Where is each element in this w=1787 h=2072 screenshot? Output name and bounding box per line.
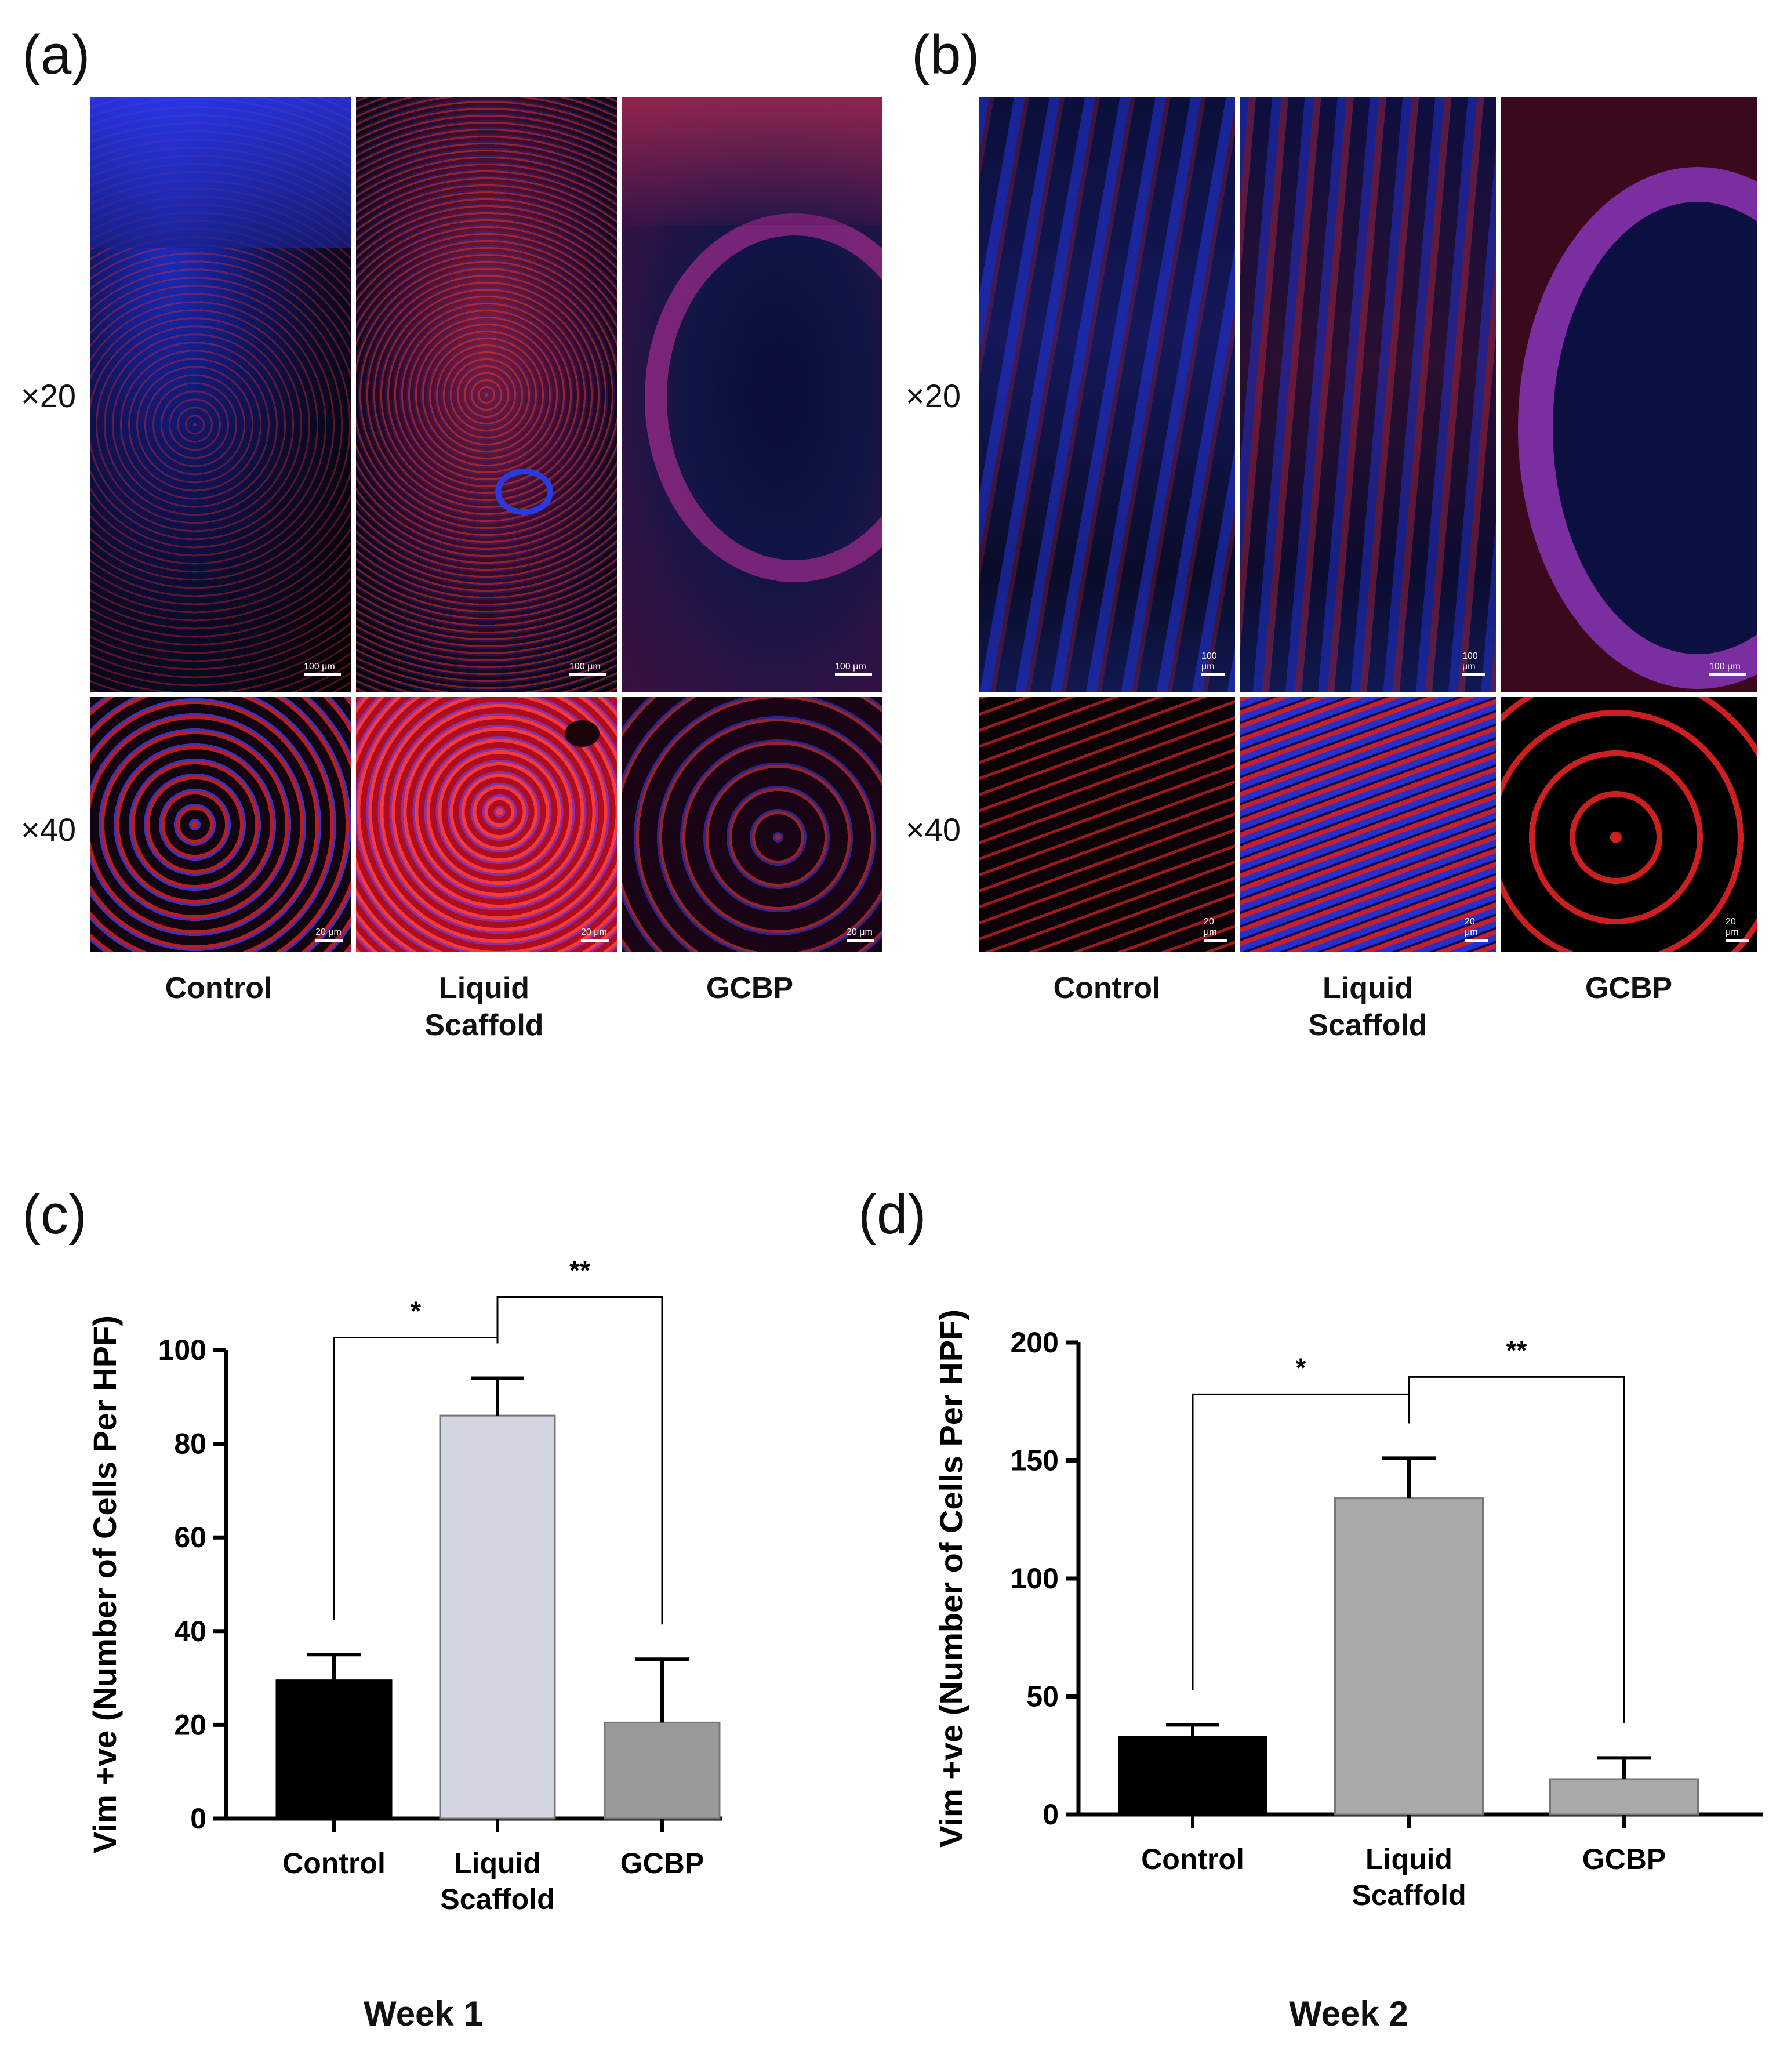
condition-label-b-liquid-scaffold: Liquid Scaffold [1308,971,1428,1042]
significance-bracket [1408,1376,1625,1723]
scale-bar-20um: 20 μm [315,927,343,942]
scale-bar-100um: 100 μm [304,662,341,676]
y-tick-label: 60 [174,1521,206,1554]
y-tick-label: 0 [190,1802,206,1835]
y-tick-label: 40 [174,1615,206,1648]
panel-label-a: (a) [22,24,90,86]
y-tick-label: 0 [1043,1798,1059,1831]
scale-bar-100um: 100 μm [1709,662,1746,676]
micrograph-a-gcbp-x20: 100 μm [622,97,882,692]
panel-label-c: (c) [22,1184,87,1246]
scale-bar-20um: 20 μm [1204,917,1227,942]
scale-bar-20um: 20 μm [1465,917,1488,942]
x-tick-label: Control [282,1847,386,1879]
bar [1118,1736,1267,1816]
condition-label-b-gcbp: GCBP [1585,971,1673,1005]
significance-label: ** [1506,1335,1527,1365]
bar-chart-week1: 0 20 40 60 80 100 Vim +ve (Number of Cells Per… [86,1255,722,1914]
micrograph-b-gcbp-x20: 100 μm [1501,97,1757,692]
scale-bar-20um: 20 μm [1726,917,1749,942]
significance-label: ** [569,1255,590,1285]
y-axis-label: Vim +ve (Number of Cells Per HPF) [86,1315,123,1853]
condition-label-a-control: Control [165,971,273,1005]
panel-label-b: (b) [911,24,980,86]
significance-label: * [411,1296,421,1326]
x-tick-label: Scaffold [1352,1879,1466,1911]
week2-caption: Week 2 [1289,1994,1408,2033]
y-tick-label: 150 [1011,1445,1059,1477]
micrograph-b-gcbp-x40: 20 μm [1501,697,1757,952]
micrograph-a-control-x20: 100 μm [90,97,351,692]
scale-bar-100um: 100 μm [1201,651,1225,676]
x-tick-label: Liquid [454,1847,541,1879]
x-tick-label: GCBP [1582,1843,1666,1875]
y-tick-label: 50 [1026,1681,1059,1713]
panel-label-d: (d) [858,1184,927,1246]
micrograph-a-liquid-scaffold-x20: 100 μm [356,97,617,692]
micrograph-b-liquid-scaffold-x40: 20 μm [1240,697,1496,952]
magnification-x40-b: ×40 [906,811,961,848]
scale-bar-20um: 20 μm [847,927,874,942]
scale-bar-20um: 20 μm [581,927,609,942]
y-tick-label: 80 [174,1428,206,1460]
significance-label: * [1296,1352,1306,1382]
scale-bar-100um: 100 μm [569,662,606,676]
scale-bar-100um: 100 μm [835,662,872,676]
scale-bar-100um: 100 μm [1462,651,1485,676]
bar [275,1679,393,1820]
micrograph-b-control-x20: 100 μm [979,97,1235,692]
significance-bracket [496,1296,663,1625]
condition-label-b-control: Control [1053,971,1161,1005]
x-tick-label: Control [1141,1843,1244,1875]
bar-chart-week2: 0 50 100 150 200 Vim +ve (Number of Cells Per… [933,1309,1763,1911]
week1-caption: Week 1 [364,1994,483,2033]
micrograph-a-control-x40: 20 μm [90,697,351,952]
bar [1549,1778,1699,1816]
micrograph-b-control-x40: 20 μm [979,697,1235,952]
y-tick-label: 100 [158,1334,206,1366]
condition-label-a-liquid-scaffold: Liquid Scaffold [424,971,544,1042]
magnification-x20-a: ×20 [21,378,76,414]
x-tick-label: Scaffold [440,1883,554,1914]
y-tick-label: 20 [174,1708,206,1741]
x-tick-label: Liquid [1365,1843,1452,1875]
y-tick-label: 100 [1011,1562,1059,1595]
x-tick-label: GCBP [620,1847,704,1879]
magnification-x40-a: ×40 [21,811,76,848]
micrograph-a-gcbp-x40: 20 μm [622,697,882,952]
micrograph-grid-b: 100 μm 100 μm 100 μm 20 μm 20 μm 20 μm [979,97,1761,956]
micrograph-b-liquid-scaffold-x20: 100 μm [1240,97,1496,692]
y-tick-label: 200 [1011,1326,1059,1359]
condition-label-a-gcbp: GCBP [706,971,794,1005]
micrograph-a-liquid-scaffold-x40: 20 μm [356,697,617,952]
bar [604,1721,721,1820]
bar [439,1414,556,1820]
micrograph-grid-a: 100 μm 100 μm 100 μm 20 μm 20 μm 20 μm [90,97,885,956]
magnification-x20-b: ×20 [906,378,961,414]
y-axis-label: Vim +ve (Number of Cells Per HPF) [933,1309,969,1848]
bar [1334,1497,1484,1816]
